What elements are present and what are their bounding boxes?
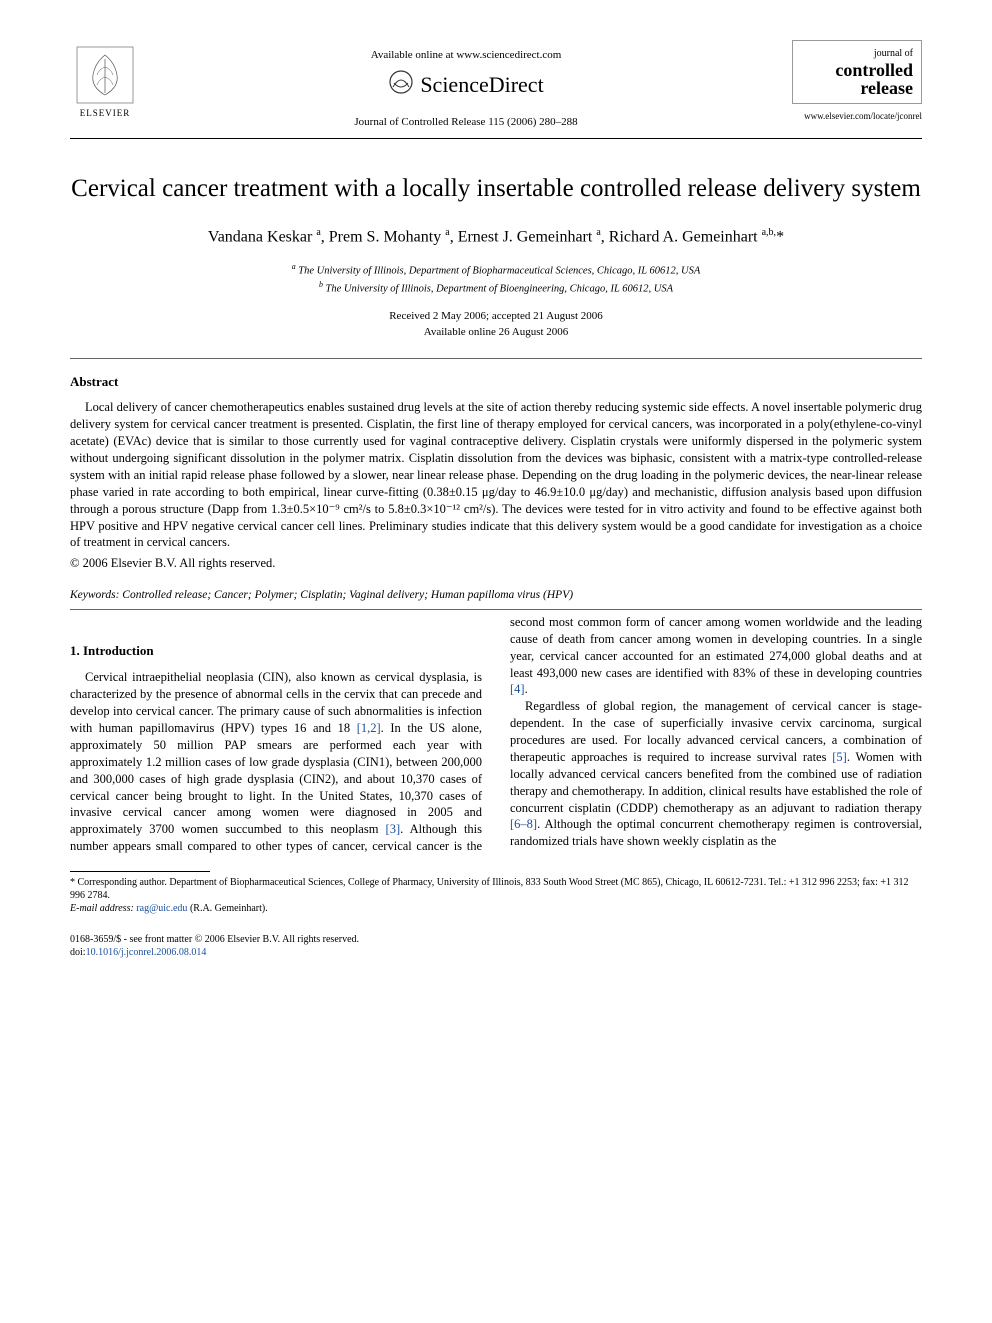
body-columns: 1. Introduction Cervical intraepithelial… — [70, 614, 922, 855]
elsevier-label: ELSEVIER — [80, 107, 131, 120]
journal-logo: journal of controlled release — [792, 40, 922, 104]
author-2-affil: a — [445, 227, 449, 238]
citation-link-6-8[interactable]: [6–8] — [510, 817, 537, 831]
center-header: Available online at www.sciencedirect.co… — [140, 40, 792, 130]
affiliations: a The University of Illinois, Department… — [70, 261, 922, 298]
intro-heading: 1. Introduction — [70, 642, 482, 660]
doi-label: doi: — [70, 947, 86, 958]
journal-title-line2: release — [801, 79, 913, 97]
keywords-line: Keywords: Controlled release; Cancer; Po… — [70, 587, 922, 603]
intro-p2-c: . Although the optimal concurrent chemot… — [510, 817, 922, 848]
author-1: Vandana Keskar — [208, 229, 312, 246]
author-4: Richard A. Gemeinhart — [609, 229, 758, 246]
footer-copyright: 0168-3659/$ - see front matter © 2006 El… — [70, 933, 922, 946]
footer-doi-line: doi:10.1016/j.jconrel.2006.08.014 — [70, 946, 922, 959]
affiliation-a: a The University of Illinois, Department… — [70, 261, 922, 279]
journal-reference: Journal of Controlled Release 115 (2006)… — [140, 115, 792, 130]
keywords-label: Keywords: — [70, 589, 119, 601]
available-online-text: Available online at www.sciencedirect.co… — [140, 48, 792, 63]
elsevier-logo: ELSEVIER — [70, 40, 140, 120]
abstract-bottom-rule — [70, 609, 922, 610]
author-2: Prem S. Mohanty — [329, 229, 441, 246]
article-title: Cervical cancer treatment with a locally… — [70, 173, 922, 204]
author-3: Ernest J. Gemeinhart — [458, 229, 593, 246]
abstract-top-rule — [70, 358, 922, 359]
page-footer: 0168-3659/$ - see front matter © 2006 El… — [70, 933, 922, 959]
citation-link-1-2[interactable]: [1,2] — [357, 721, 381, 735]
abstract-heading: Abstract — [70, 373, 922, 391]
footnote-separator — [70, 871, 210, 872]
email-link[interactable]: rag@uic.edu — [136, 903, 187, 914]
online-date: Available online 26 August 2006 — [70, 325, 922, 340]
citation-link-5[interactable]: [5] — [832, 750, 847, 764]
author-4-affil: a,b, — [762, 227, 776, 238]
sciencedirect-brand: ScienceDirect — [140, 69, 792, 100]
intro-p1-d: . — [525, 682, 528, 696]
citation-link-3[interactable]: [3] — [386, 822, 401, 836]
corresponding-footnote: * Corresponding author. Department of Bi… — [70, 876, 922, 915]
sciencedirect-text: ScienceDirect — [420, 70, 543, 101]
doi-link[interactable]: 10.1016/j.jconrel.2006.08.014 — [86, 947, 207, 958]
author-3-affil: a — [596, 227, 600, 238]
journal-logo-block: journal of controlled release www.elsevi… — [792, 40, 922, 123]
author-list: Vandana Keskar a, Prem S. Mohanty a, Ern… — [70, 226, 922, 249]
journal-of-label: journal of — [801, 47, 913, 61]
journal-title-line1: controlled — [801, 61, 913, 79]
sciencedirect-icon — [388, 69, 414, 100]
affiliation-b-text: The University of Illinois, Department o… — [326, 284, 673, 295]
intro-para-2: Regardless of global region, the managem… — [510, 698, 922, 850]
corresponding-star: * — [776, 229, 784, 246]
keywords-text: Controlled release; Cancer; Polymer; Cis… — [122, 589, 573, 601]
abstract-body: Local delivery of cancer chemotherapeuti… — [70, 399, 922, 551]
email-tail: (R.A. Gemeinhart). — [190, 903, 268, 914]
page-header: ELSEVIER Available online at www.science… — [70, 40, 922, 130]
email-label: E-mail address: — [70, 903, 134, 914]
elsevier-tree-icon — [75, 45, 135, 105]
journal-url: www.elsevier.com/locate/jconrel — [792, 110, 922, 123]
citation-link-4[interactable]: [4] — [510, 682, 525, 696]
header-rule — [70, 138, 922, 139]
abstract-copyright: © 2006 Elsevier B.V. All rights reserved… — [70, 555, 922, 573]
intro-p1-b: . In the US alone, approximately 50 mill… — [70, 721, 482, 836]
footnote-star-text: * Corresponding author. Department of Bi… — [70, 876, 922, 902]
affiliation-a-text: The University of Illinois, Department o… — [298, 265, 700, 276]
author-1-affil: a — [316, 227, 320, 238]
received-date: Received 2 May 2006; accepted 21 August … — [70, 309, 922, 324]
footnote-email-line: E-mail address: rag@uic.edu (R.A. Gemein… — [70, 902, 922, 915]
article-dates: Received 2 May 2006; accepted 21 August … — [70, 309, 922, 340]
affiliation-b: b The University of Illinois, Department… — [70, 279, 922, 297]
abstract-paragraph: Local delivery of cancer chemotherapeuti… — [70, 399, 922, 551]
